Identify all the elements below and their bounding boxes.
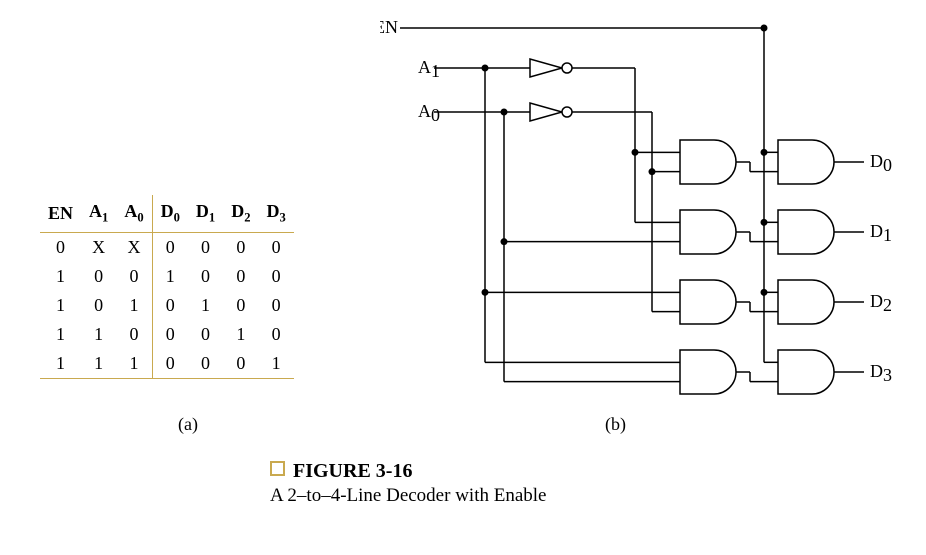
figure-caption: FIGURE 3-16 A 2–to–4-Line Decoder with E… [270, 460, 546, 507]
svg-text:0: 0 [883, 155, 892, 175]
col-a0: A0 [116, 195, 152, 232]
table-cell: 1 [188, 291, 223, 320]
svg-text:D: D [870, 151, 883, 171]
table-cell: 1 [40, 291, 81, 320]
table-cell: 0 [188, 349, 223, 379]
table-cell: 0 [188, 262, 223, 291]
figure-title: A 2–to–4-Line Decoder with Enable [270, 485, 546, 507]
sublabel-b: (b) [605, 414, 626, 435]
svg-text:0: 0 [431, 105, 440, 125]
and-gate [778, 280, 834, 324]
table-row: 1100010 [40, 320, 294, 349]
and-gate [680, 280, 736, 324]
col-en: EN [40, 195, 81, 232]
table-cell: 1 [223, 320, 258, 349]
svg-text:D: D [870, 221, 883, 241]
svg-text:3: 3 [883, 365, 892, 385]
figure-number: FIGURE 3-16 [293, 460, 412, 482]
table-cell: 0 [152, 320, 188, 349]
and-gate [778, 140, 834, 184]
svg-text:1: 1 [431, 61, 440, 81]
table-cell: 0 [223, 232, 258, 262]
table-cell: 0 [152, 291, 188, 320]
table-cell: 0 [152, 349, 188, 379]
and-gate [680, 210, 736, 254]
table-cell: 0 [40, 232, 81, 262]
table-cell: 0 [223, 291, 258, 320]
table-cell: 1 [259, 349, 294, 379]
table-cell: 0 [116, 320, 152, 349]
table-cell: 1 [40, 262, 81, 291]
col-d0: D0 [152, 195, 188, 232]
logic-diagram: ENA1A0D0D1D2D3 [380, 10, 900, 410]
not-gate [530, 103, 562, 121]
svg-text:2: 2 [883, 295, 892, 315]
table-row: 1110001 [40, 349, 294, 379]
table-cell: 0 [81, 291, 116, 320]
table-cell: 1 [40, 320, 81, 349]
col-d2: D2 [223, 195, 258, 232]
table-cell: 1 [116, 349, 152, 379]
table-cell: 0 [152, 232, 188, 262]
svg-text:D: D [870, 361, 883, 381]
table-cell: 1 [152, 262, 188, 291]
sublabel-a: (a) [178, 414, 198, 435]
table-cell: 0 [81, 262, 116, 291]
table-cell: 1 [40, 349, 81, 379]
svg-text:D: D [870, 291, 883, 311]
table-cell: X [116, 232, 152, 262]
table-cell: 0 [259, 291, 294, 320]
table-cell: 0 [259, 262, 294, 291]
col-d1: D1 [188, 195, 223, 232]
col-d3: D3 [259, 195, 294, 232]
table-cell: 0 [259, 232, 294, 262]
svg-text:A: A [418, 57, 431, 77]
not-gate [530, 59, 562, 77]
table-cell: 0 [223, 262, 258, 291]
and-gate [778, 210, 834, 254]
and-gate [680, 140, 736, 184]
table-row: 1001000 [40, 262, 294, 291]
table-cell: 1 [116, 291, 152, 320]
col-a1: A1 [81, 195, 116, 232]
table-cell: 0 [188, 232, 223, 262]
svg-text:A: A [418, 101, 431, 121]
diagram-label: EN [380, 17, 398, 37]
table-header-row: EN A1 A0 D0 D1 D2 D3 [40, 195, 294, 232]
and-gate [680, 350, 736, 394]
and-gate [778, 350, 834, 394]
caption-bullet-icon [270, 461, 285, 476]
table-cell: 0 [259, 320, 294, 349]
table-cell: 0 [116, 262, 152, 291]
table-cell: 0 [223, 349, 258, 379]
table-row: 0XX0000 [40, 232, 294, 262]
table-cell: 1 [81, 349, 116, 379]
table-cell: X [81, 232, 116, 262]
truth-table: EN A1 A0 D0 D1 D2 D3 0XX0000100100010101… [40, 195, 294, 379]
table-row: 1010100 [40, 291, 294, 320]
table-cell: 0 [188, 320, 223, 349]
svg-text:1: 1 [883, 225, 892, 245]
table-cell: 1 [81, 320, 116, 349]
